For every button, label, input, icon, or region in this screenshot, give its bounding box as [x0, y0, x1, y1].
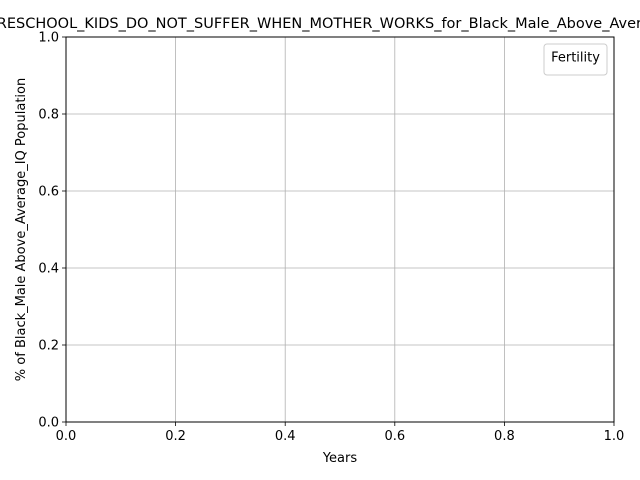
legend: Fertility: [543, 43, 608, 76]
y-tick-label: 0.2: [38, 339, 59, 354]
x-tick-label: 0.6: [384, 429, 405, 444]
y-tick-label: 0.4: [38, 262, 59, 277]
legend-title: Fertility: [551, 51, 600, 66]
grid: [65, 36, 615, 423]
y-tick-label: 0.8: [38, 108, 59, 123]
legend-box: [543, 43, 608, 76]
x-tick-label: 1.0: [604, 429, 625, 444]
y-tick-label: 1.0: [38, 31, 59, 46]
chart-title: PRESCHOOL_KIDS_DO_NOT_SUFFER_WHEN_MOTHER…: [0, 16, 640, 32]
y-tick-label: 0.6: [38, 185, 59, 200]
y-axis-label: % of Black_Male Above_Average_IQ Populat…: [14, 78, 29, 381]
y-tick-label: 0.0: [38, 416, 59, 431]
x-tick-label: 0.0: [56, 429, 77, 444]
x-tick-label: 0.4: [275, 429, 296, 444]
ticks: 0.0 0.2 0.4 0.6 0.8 1.0 0.0 0.2 0.4 0.6 0.8 1.0: [38, 31, 624, 445]
x-axis-label: Years: [322, 451, 358, 466]
x-tick-label: 0.2: [165, 429, 186, 444]
x-tick-label: 0.8: [494, 429, 515, 444]
plot-area: [66, 37, 614, 422]
plot-frame: [65, 36, 615, 423]
